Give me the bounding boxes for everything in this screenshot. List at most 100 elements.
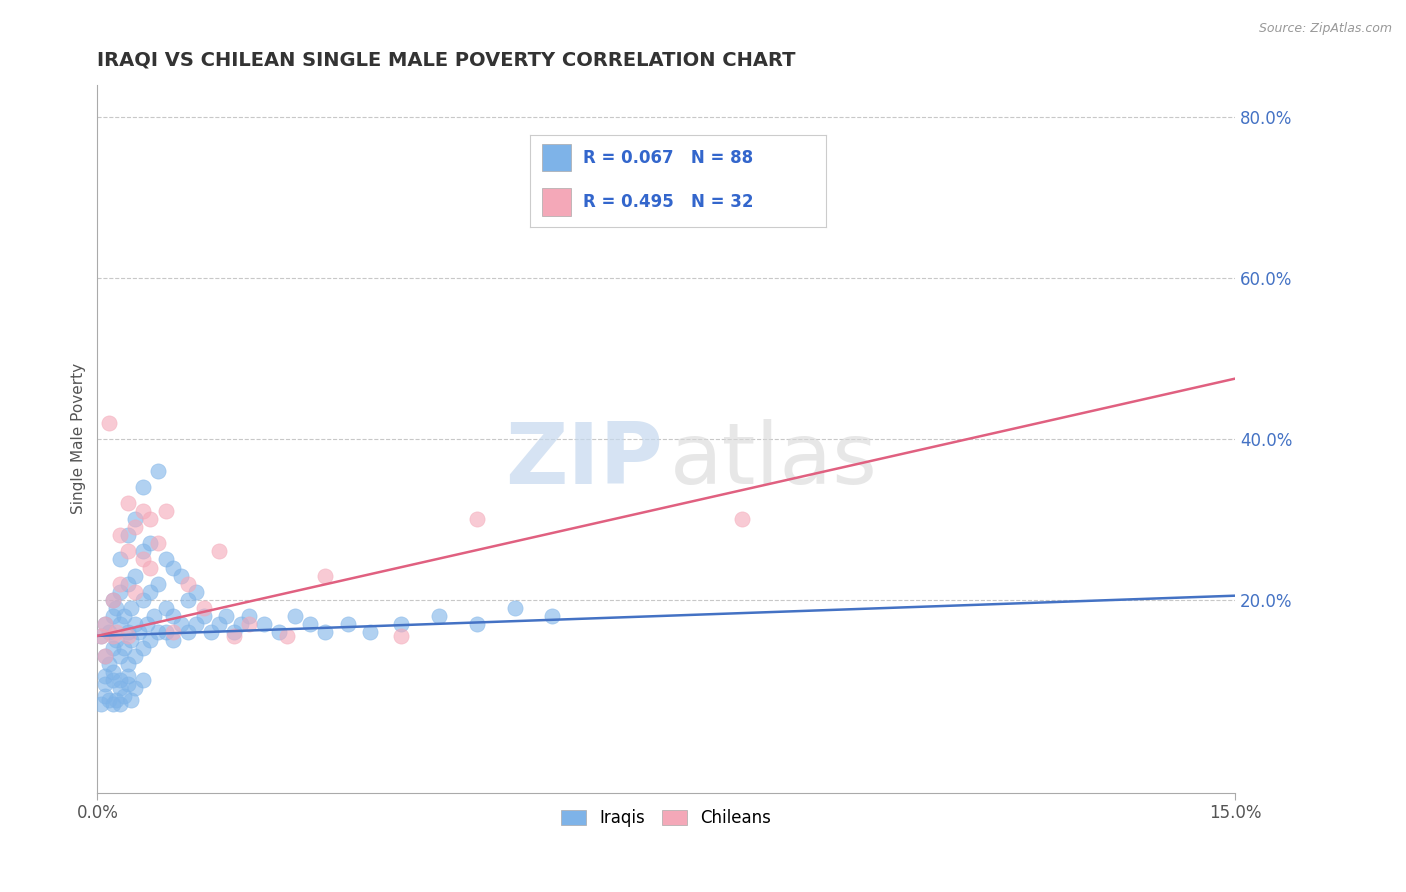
Point (108, 673, 131, 687)
Point (222, 624, 245, 639)
Point (132, 544, 155, 558)
Point (132, 552, 155, 566)
Point (139, 632, 162, 647)
Point (427, 608, 450, 623)
Point (146, 624, 169, 639)
Point (117, 528, 139, 542)
Point (193, 600, 215, 615)
Point (101, 697, 124, 711)
Point (94, 616, 117, 631)
Point (208, 616, 231, 631)
Point (135, 616, 157, 631)
Legend: Iraqis, Chileans: Iraqis, Chileans (554, 803, 778, 834)
Point (359, 624, 381, 639)
Point (465, 512, 488, 526)
Point (177, 576, 200, 591)
Point (101, 592, 124, 607)
Point (298, 616, 321, 631)
Point (101, 640, 124, 655)
Point (94, 648, 117, 663)
Point (124, 616, 146, 631)
Point (155, 504, 177, 518)
Point (184, 584, 207, 599)
Point (90, 629, 112, 643)
Point (101, 665, 124, 679)
Point (146, 576, 169, 591)
Point (132, 504, 155, 518)
Text: atlas: atlas (669, 418, 877, 501)
Point (117, 544, 139, 558)
Point (121, 693, 143, 707)
Point (108, 528, 131, 542)
Point (121, 600, 143, 615)
Point (124, 568, 146, 582)
Point (238, 616, 260, 631)
Point (132, 480, 155, 494)
Point (132, 673, 155, 687)
Point (139, 560, 162, 574)
Point (117, 669, 139, 683)
Point (155, 624, 177, 639)
Point (162, 624, 184, 639)
Point (105, 693, 128, 707)
Point (170, 568, 193, 582)
Point (90, 697, 112, 711)
Point (155, 552, 177, 566)
Point (124, 520, 146, 534)
Point (238, 608, 260, 623)
Point (128, 624, 150, 639)
Point (132, 640, 155, 655)
Point (97, 624, 120, 639)
Point (314, 624, 336, 639)
Point (276, 629, 298, 643)
Point (269, 624, 291, 639)
Point (117, 629, 139, 643)
Point (108, 697, 131, 711)
Point (253, 616, 276, 631)
Point (170, 616, 193, 631)
Point (162, 560, 184, 574)
Point (162, 632, 184, 647)
Point (155, 600, 177, 615)
Point (101, 608, 124, 623)
Point (503, 600, 526, 615)
Point (389, 629, 412, 643)
Point (177, 592, 200, 607)
Point (124, 681, 146, 695)
Text: ZIP: ZIP (505, 418, 662, 501)
Point (143, 608, 166, 623)
Point (101, 673, 124, 687)
Point (284, 608, 307, 623)
Point (112, 608, 135, 623)
Text: IRAQI VS CHILEAN SINGLE MALE POVERTY CORRELATION CHART: IRAQI VS CHILEAN SINGLE MALE POVERTY COR… (97, 51, 796, 70)
Point (90, 629, 112, 643)
Point (146, 464, 169, 478)
Point (177, 624, 200, 639)
Point (105, 624, 128, 639)
Point (112, 689, 135, 703)
Point (336, 616, 359, 631)
Text: Source: ZipAtlas.com: Source: ZipAtlas.com (1258, 22, 1392, 36)
Point (97, 693, 120, 707)
Point (112, 640, 135, 655)
Point (124, 648, 146, 663)
Point (105, 600, 128, 615)
Point (132, 592, 155, 607)
Point (105, 632, 128, 647)
Point (117, 624, 139, 639)
Point (108, 584, 131, 599)
Point (117, 677, 139, 691)
Point (215, 608, 238, 623)
Point (101, 629, 124, 643)
Point (94, 677, 117, 691)
Point (541, 608, 564, 623)
Point (94, 689, 117, 703)
Point (108, 576, 131, 591)
Point (124, 512, 146, 526)
Point (314, 568, 336, 582)
Point (94, 669, 117, 683)
Point (108, 552, 131, 566)
Point (94, 616, 117, 631)
Point (108, 616, 131, 631)
Point (389, 616, 412, 631)
